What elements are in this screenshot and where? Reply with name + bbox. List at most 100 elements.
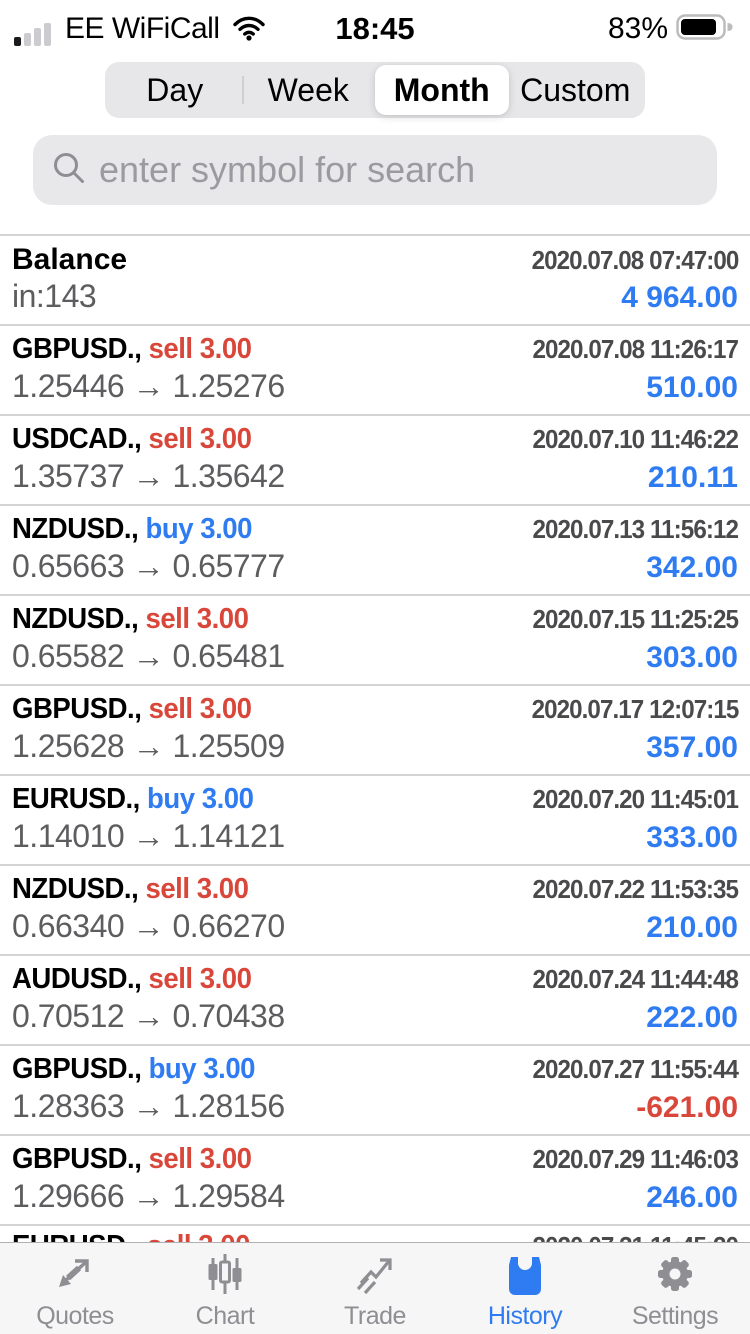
signal-bar	[44, 23, 51, 46]
quotes-icon	[49, 1249, 101, 1301]
trade-row[interactable]: EURUSD., buy 3.00 2020.07.20 11:45:01 1.…	[0, 774, 750, 864]
tab-label: Trade	[344, 1302, 406, 1330]
search-input[interactable]	[99, 149, 699, 191]
tab-quotes[interactable]: Quotes	[0, 1243, 150, 1334]
trade-symbol: NZDUSD.,	[12, 873, 139, 905]
tab-settings[interactable]: Settings	[600, 1243, 750, 1334]
balance-datetime: 2020.07.08 07:47:00	[531, 245, 739, 275]
trade-symbol: NZDUSD.,	[12, 513, 139, 545]
tab-label: Chart	[195, 1302, 255, 1330]
status-right: 83%	[608, 12, 736, 47]
tab-history[interactable]: History	[450, 1243, 600, 1334]
trade-datetime: 2020.07.22 11:53:35	[532, 874, 738, 904]
tab-label: Settings	[631, 1302, 719, 1330]
trade-action: buy 3.00	[147, 783, 254, 815]
chart-icon	[199, 1249, 251, 1301]
trade-profit: 342.00	[646, 551, 738, 584]
trade-profit: 333.00	[646, 821, 738, 854]
trade-profit: -621.00	[636, 1091, 738, 1124]
battery-icon	[676, 12, 736, 47]
carrier-label: EE WiFiCall	[65, 12, 220, 45]
bottom-tab-bar: Quotes Chart	[0, 1242, 750, 1334]
search-icon	[51, 150, 87, 191]
trade-row[interactable]: NZDUSD., sell 3.00 2020.07.22 11:53:35 0…	[0, 864, 750, 954]
trade-row[interactable]: USDCAD., sell 3.00 2020.07.10 11:46:22 1…	[0, 414, 750, 504]
trade-action: sell 3.00	[145, 873, 249, 905]
wifi-icon	[230, 13, 268, 46]
trade-prices: 1.25628 → 1.25509	[12, 728, 285, 764]
segment-day[interactable]: Day	[146, 72, 204, 108]
history-icon	[499, 1249, 551, 1301]
trade-prices: 0.65663 → 0.65777	[12, 548, 285, 584]
trade-symbol: NZDUSD.,	[12, 603, 139, 635]
trade-datetime: 2020.07.27 11:55:44	[532, 1054, 738, 1084]
trade-profit: 246.00	[646, 1181, 738, 1214]
trade-prices: 1.35737 → 1.35642	[12, 458, 285, 494]
balance-amount: 4 964.00	[621, 281, 738, 314]
trade-action: sell 3.00	[148, 693, 252, 725]
trade-prices: 0.65582 → 0.65481	[12, 638, 285, 674]
trade-datetime: 2020.07.20 11:45:01	[532, 784, 738, 814]
segment-month[interactable]: Month	[375, 65, 509, 115]
trade-prices: 0.70512 → 0.70438	[12, 998, 285, 1034]
balance-row[interactable]: Balance 2020.07.08 07:47:00 in:143 4 964…	[0, 234, 750, 324]
trade-action: sell 3.00	[148, 963, 252, 995]
trade-action: buy 3.00	[148, 1053, 256, 1085]
trade-row[interactable]: AUDUSD., sell 3.00 2020.07.24 11:44:48 0…	[0, 954, 750, 1044]
tab-label: History	[487, 1302, 563, 1330]
trade-datetime: 2020.07.13 11:56:12	[532, 514, 738, 544]
trade-action: sell 3.00	[145, 603, 249, 635]
segment-week[interactable]: Week	[241, 65, 376, 115]
status-left: EE WiFiCall	[14, 12, 268, 46]
trade-symbol: GBPUSD.,	[12, 1053, 142, 1085]
trade-symbol: GBPUSD.,	[12, 1143, 142, 1175]
trade-datetime: 2020.07.24 11:44:48	[532, 964, 738, 994]
balance-detail: in:143	[12, 278, 97, 314]
trade-datetime: 2020.07.08 11:26:17	[532, 334, 738, 364]
tab-label: Quotes	[36, 1302, 114, 1330]
trade-prices: 1.29666 → 1.29584	[12, 1178, 285, 1214]
trade-profit: 210.00	[646, 911, 738, 944]
trade-profit: 303.00	[646, 641, 738, 674]
tab-trade[interactable]: Trade	[300, 1243, 450, 1334]
trade-row[interactable]: GBPUSD., buy 3.00 2020.07.27 11:55:44 1.…	[0, 1044, 750, 1134]
balance-title: Balance	[12, 243, 128, 276]
trade-profit: 222.00	[646, 1001, 738, 1034]
trade-prices: 1.25446 → 1.25276	[12, 368, 285, 404]
trade-row[interactable]: GBPUSD., sell 3.00 2020.07.08 11:26:17 1…	[0, 324, 750, 414]
trade-row[interactable]: NZDUSD., sell 3.00 2020.07.15 11:25:25 0…	[0, 594, 750, 684]
trade-datetime: 2020.07.29 11:46:03	[532, 1144, 738, 1174]
trade-symbol: AUDUSD.,	[12, 963, 142, 995]
trade-datetime: 2020.07.15 11:25:25	[532, 604, 738, 634]
trade-row[interactable]: GBPUSD., sell 3.00 2020.07.29 11:46:03 1…	[0, 1134, 750, 1224]
trade-icon	[349, 1249, 401, 1301]
trade-action: sell 3.00	[148, 423, 252, 455]
tab-chart[interactable]: Chart	[150, 1243, 300, 1334]
trade-action: buy 3.00	[145, 513, 252, 545]
settings-icon	[649, 1249, 701, 1301]
trade-prices: 1.14010 → 1.14121	[12, 818, 285, 854]
trade-prices: 0.66340 → 0.66270	[12, 908, 285, 944]
signal-bar	[24, 33, 31, 46]
signal-bar	[34, 28, 41, 46]
trade-row[interactable]: GBPUSD., sell 3.00 2020.07.17 12:07:15 1…	[0, 684, 750, 774]
status-bar: EE WiFiCall 18:45 83%	[0, 0, 750, 48]
history-list: Balance 2020.07.08 07:47:00 in:143 4 964…	[0, 234, 750, 1246]
trade-action: sell 3.00	[148, 1143, 252, 1175]
trade-row[interactable]: NZDUSD., buy 3.00 2020.07.13 11:56:12 0.…	[0, 504, 750, 594]
battery-percent-label: 83%	[607, 12, 668, 45]
trade-profit: 210.11	[647, 461, 738, 494]
cell-signal-icon	[14, 22, 51, 46]
trade-symbol: GBPUSD.,	[12, 333, 142, 365]
trade-prices: 1.28363 → 1.28156	[12, 1088, 285, 1124]
trade-symbol: USDCAD.,	[12, 423, 142, 455]
period-segmented-control: Day Week Month Custom	[105, 62, 645, 118]
search-bar[interactable]	[33, 135, 717, 205]
trade-symbol: EURUSD.,	[12, 783, 140, 815]
trade-symbol: GBPUSD.,	[12, 693, 142, 725]
trade-profit: 357.00	[646, 731, 738, 764]
segment-custom[interactable]: Custom	[520, 72, 631, 108]
trade-profit: 510.00	[646, 371, 738, 404]
trade-datetime: 2020.07.17 12:07:15	[531, 694, 739, 724]
